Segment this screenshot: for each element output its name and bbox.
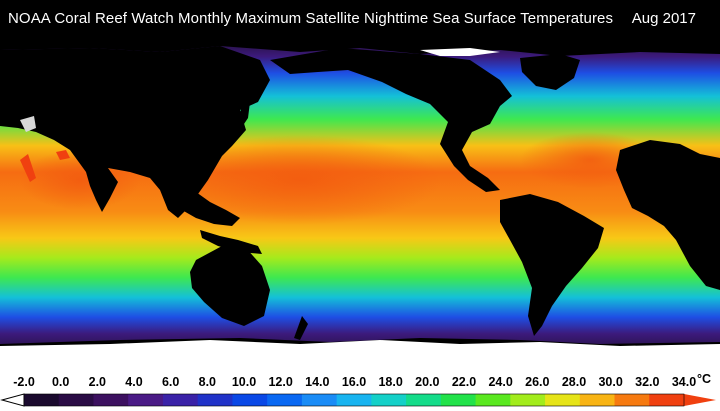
legend-tick-label: 20.0	[415, 375, 440, 389]
land-australia	[190, 246, 270, 326]
legend-color-swatch	[406, 394, 442, 406]
ice-arctic	[420, 48, 500, 56]
legend-tick-label: 18.0	[378, 375, 403, 389]
legend-color-swatch	[475, 394, 511, 406]
legend-color-swatch	[162, 394, 199, 406]
legend-tick-label: 16.0	[341, 375, 367, 389]
legend-colorbar	[0, 393, 716, 407]
legend-color-swatch	[510, 394, 546, 406]
legend-color-swatch	[336, 394, 372, 406]
legend-arrow-high	[684, 394, 716, 406]
legend-color-swatch	[58, 394, 94, 406]
color-legend: -2.0 0.0 2.0 4.0 6.0 8.0 10.0 12.0 14.0 16.0 18.0 2…	[0, 370, 720, 411]
land-north-america	[270, 48, 512, 192]
legend-arrow-low	[0, 393, 25, 407]
legend-color-swatch	[649, 394, 685, 406]
legend-frame	[23, 393, 685, 407]
legend-tick-label: 34.0	[671, 375, 697, 389]
legend-unit: °C	[697, 372, 712, 386]
west-pacific-warm-pool	[160, 135, 440, 225]
land-new-zealand	[294, 316, 308, 340]
legend-tick-label: 8.0	[198, 375, 217, 389]
legend-color-swatch	[128, 394, 164, 406]
legend-tick-row: -2.0 0.0 2.0 4.0 6.0 8.0 10.0 12.0 14.0 16.0 18.0 2…	[0, 375, 720, 393]
land-africa	[616, 140, 720, 290]
persian-gulf	[56, 150, 70, 160]
caspian-sea-ice	[20, 116, 36, 132]
map-date: Aug 2017	[631, 10, 696, 27]
sst-map	[0, 40, 720, 370]
map-title: NOAA Coral Reef Watch Monthly Maximum Sa…	[8, 10, 614, 27]
legend-color-swatch	[93, 394, 129, 406]
legend-color-swatch	[614, 394, 650, 406]
legend-color-swatch	[24, 394, 60, 406]
legend-color-swatch	[267, 394, 303, 406]
legend-tick-label: 28.0	[561, 375, 587, 389]
legend-tick-label: 6.0	[161, 375, 180, 389]
red-sea	[20, 154, 36, 182]
legend-tick-label: 24.0	[488, 375, 513, 389]
title-bar: NOAA Coral Reef Watch Monthly Maximum Sa…	[0, 0, 720, 40]
legend-color-swatch	[301, 394, 338, 406]
legend-color-swatch	[440, 394, 477, 406]
land-indonesia	[200, 230, 262, 254]
land-japan	[230, 94, 250, 138]
sea-ice	[0, 48, 720, 370]
land-north-top	[0, 40, 720, 56]
land-india	[86, 168, 118, 212]
legend-tick-label: 30.0	[598, 375, 623, 389]
inland-seas	[20, 116, 70, 182]
legend-tick-label: 26.0	[525, 375, 550, 389]
land-greenland	[520, 54, 580, 90]
legend-color-swatch	[545, 394, 581, 406]
land-eurasia	[0, 46, 270, 218]
legend-tick-label: 2.0	[88, 375, 107, 389]
legend-tick-label: 32.0	[635, 375, 660, 389]
legend-tick-label: 0.0	[51, 375, 70, 389]
legend-tick-label: -2.0	[13, 375, 35, 389]
ice-antarctic	[0, 340, 720, 370]
legend-color-swatch	[232, 394, 268, 406]
legend-color-swatch	[371, 394, 407, 406]
land-southeast-asia	[178, 190, 240, 226]
legend-tick-label: 10.0	[231, 375, 257, 389]
legend-tick-label: 4.0	[125, 375, 143, 389]
legend-color-swatch	[579, 394, 616, 406]
legend-tick-label: 22.0	[451, 375, 477, 389]
land-south-america	[500, 194, 604, 336]
legend-color-swatch	[197, 394, 233, 406]
legend-tick-label: 14.0	[305, 375, 330, 389]
legend-tick-label: 12.0	[268, 375, 293, 389]
